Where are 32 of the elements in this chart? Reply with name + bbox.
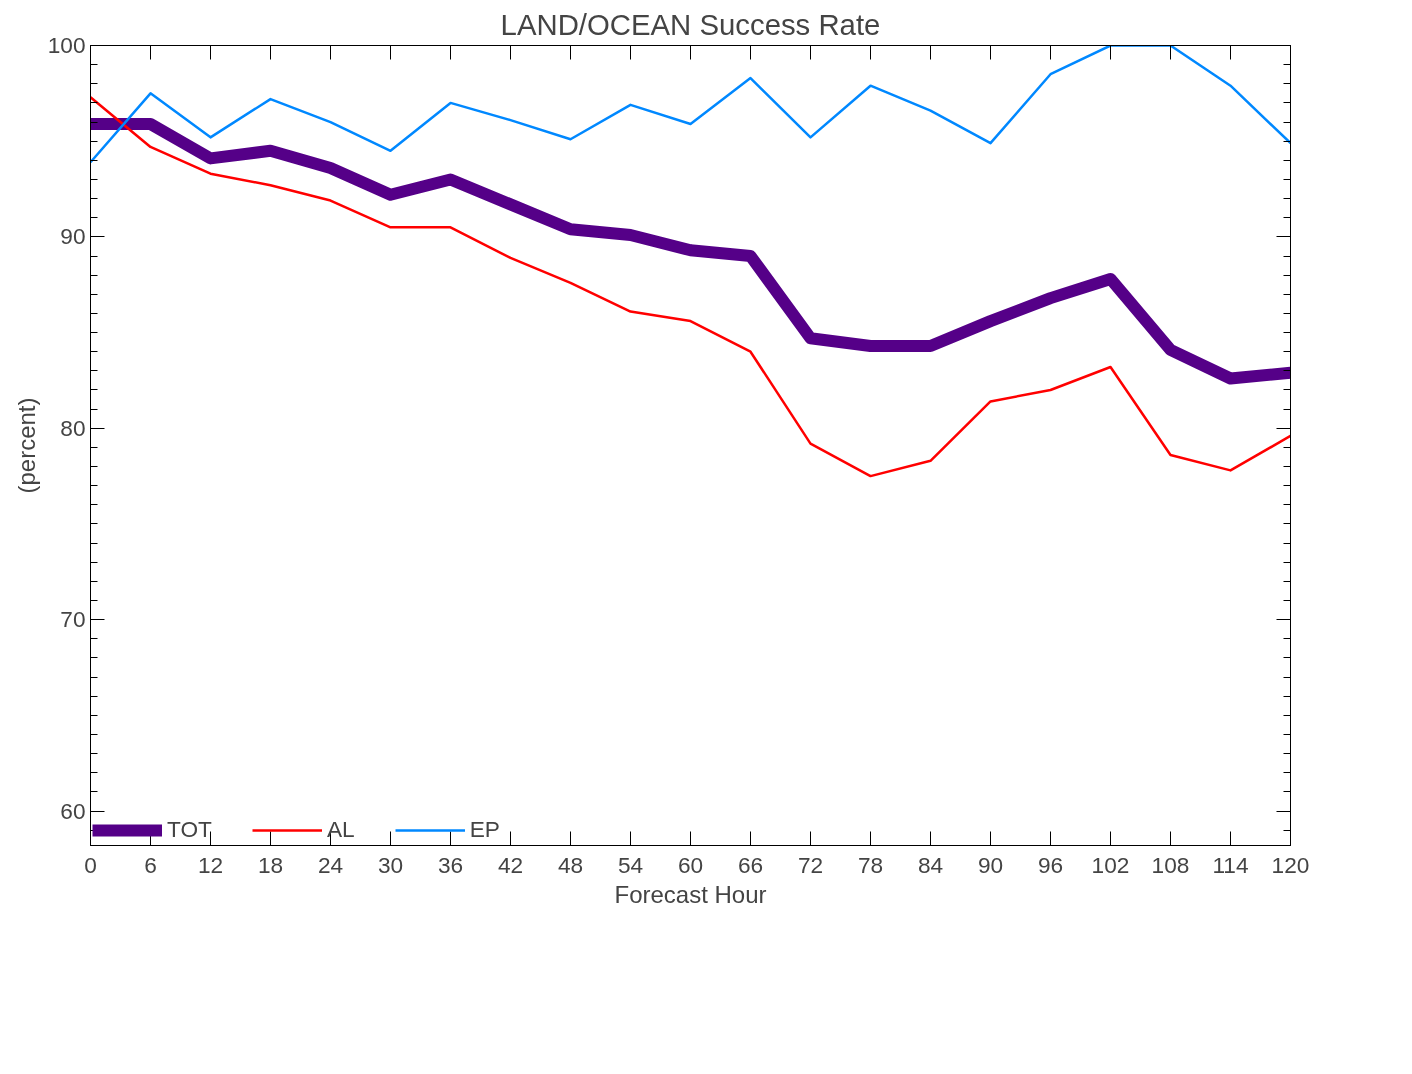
x-tick-label: 120 (1271, 851, 1310, 878)
x-tick-label: 84 (917, 851, 944, 878)
x-tick-label: 96 (1037, 851, 1064, 878)
x-tick-label: 30 (377, 851, 404, 878)
x-tick-label: 66 (737, 851, 764, 878)
legend-label: AL (326, 816, 355, 843)
y-tick-label: 60 (60, 797, 86, 824)
x-tick-label: 102 (1091, 851, 1130, 878)
x-tick-label: 78 (857, 851, 884, 878)
y-axis-title: (percent) (12, 397, 40, 494)
x-tick-label: 72 (797, 851, 824, 878)
x-tick-label: 24 (317, 851, 344, 878)
x-axis-title: Forecast Hour (614, 880, 767, 908)
y-tick-label: 100 (47, 32, 86, 58)
x-tick-label: 90 (977, 851, 1004, 878)
y-tick-label: 70 (60, 606, 86, 633)
x-tick-label: 108 (1151, 851, 1190, 878)
x-tick-label: 54 (617, 851, 644, 878)
x-tick-label: 36 (437, 851, 464, 878)
x-tick-label: 18 (257, 851, 284, 878)
x-tick-label: 0 (84, 851, 97, 878)
x-tick-label: 12 (197, 851, 224, 878)
x-tick-label: 6 (144, 851, 157, 878)
x-tick-label: 114 (1212, 851, 1249, 878)
y-tick-label: 80 (60, 414, 86, 441)
legend-label: TOT (167, 816, 212, 843)
x-tick-label: 48 (557, 851, 584, 878)
y-tick-label: 90 (60, 223, 86, 250)
chart-title: LAND/OCEAN Success Rate (500, 7, 881, 41)
x-tick-label: 42 (497, 851, 524, 878)
legend-label: EP (469, 816, 500, 843)
x-tick-label: 60 (677, 851, 704, 878)
